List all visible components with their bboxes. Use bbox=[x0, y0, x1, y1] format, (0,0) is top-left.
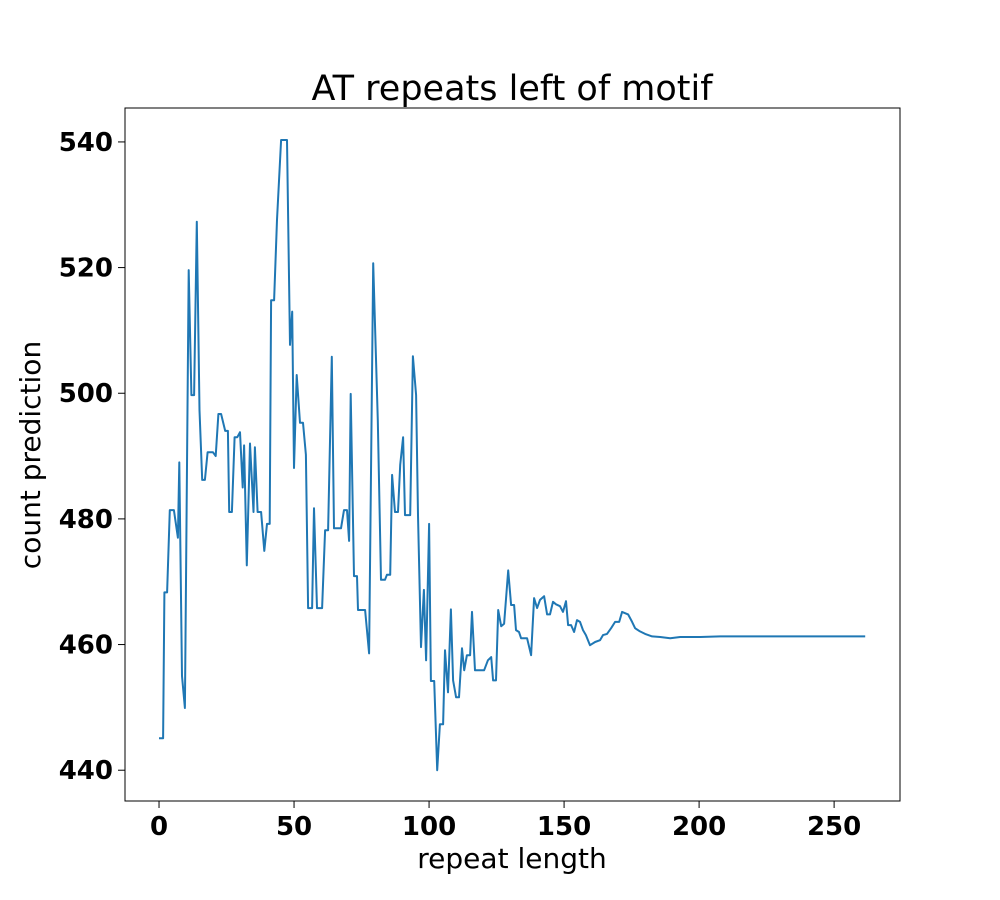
y-tick-label: 440 bbox=[59, 756, 113, 786]
y-axis-label: count prediction bbox=[14, 341, 47, 569]
y-tick-label: 520 bbox=[59, 254, 113, 284]
plot-frame bbox=[124, 107, 901, 802]
y-tick-label: 480 bbox=[59, 505, 113, 535]
x-tick-label: 200 bbox=[672, 812, 726, 842]
y-tick-label: 540 bbox=[59, 128, 113, 158]
y-tick-label: 500 bbox=[59, 379, 113, 409]
chart-title: AT repeats left of motif bbox=[311, 69, 713, 109]
y-tick-label: 460 bbox=[59, 631, 113, 661]
x-tick-label: 150 bbox=[537, 812, 591, 842]
x-tick-label: 250 bbox=[807, 812, 861, 842]
x-tick-label: 50 bbox=[276, 812, 312, 842]
x-tick-label: 100 bbox=[402, 812, 456, 842]
x-tick-label: 0 bbox=[150, 812, 168, 842]
x-axis-label: repeat length bbox=[417, 842, 606, 875]
line-series bbox=[159, 139, 866, 772]
